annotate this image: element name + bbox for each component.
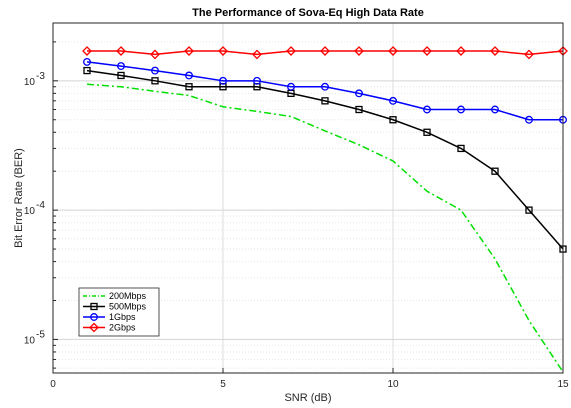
chart-title: The Performance of Sova-Eq High Data Rat…: [192, 7, 424, 19]
square-marker: [355, 105, 363, 114]
y-tick-exponent: -5: [36, 329, 45, 340]
diamond-marker: [184, 46, 194, 56]
circle-marker: [117, 62, 125, 71]
square-marker: [423, 128, 431, 136]
diamond-marker: [320, 46, 330, 56]
circle-marker: [90, 313, 98, 321]
diamond-marker: [252, 49, 262, 60]
circle-marker: [423, 105, 431, 114]
square-marker: [457, 144, 465, 153]
diamond-marker: [422, 46, 432, 56]
series-2gbps: [82, 46, 568, 60]
circle-marker: [219, 76, 227, 85]
circle-marker: [287, 82, 295, 91]
diamond-marker: [218, 46, 228, 56]
circle-marker: [253, 76, 261, 85]
circle-marker: [185, 71, 193, 80]
series-200mbps: [86, 83, 564, 373]
square-marker: [151, 77, 159, 85]
circle-marker: [525, 115, 533, 124]
grid: [52, 23, 564, 373]
legend-item-2gbps: 2Gbps: [83, 323, 136, 333]
legend-label: 2Gbps: [109, 323, 136, 333]
y-tick-exponent: -3: [36, 71, 45, 82]
series-500mbps: [83, 66, 567, 253]
square-marker: [389, 116, 397, 124]
square-marker: [321, 97, 329, 105]
diamond-marker: [116, 46, 126, 56]
series-line-200mbps: [86, 83, 564, 373]
circle-marker: [355, 89, 363, 98]
series-line-500mbps: [86, 69, 564, 250]
x-axis-label: SNR (dB): [284, 392, 331, 404]
y-tick-exponent: -4: [36, 200, 45, 211]
diamond-marker: [524, 49, 534, 60]
x-tick-label: 5: [220, 379, 226, 390]
diamond-marker: [89, 322, 99, 333]
circle-marker: [491, 105, 499, 114]
circle-marker: [83, 57, 91, 66]
circle-marker: [457, 105, 465, 114]
legend-label: 200Mbps: [109, 291, 147, 301]
circle-marker: [321, 82, 329, 91]
circle-marker: [151, 66, 159, 75]
diamond-marker: [490, 46, 500, 56]
circle-marker: [389, 96, 397, 105]
legend-label: 1Gbps: [109, 312, 136, 322]
square-marker: [185, 83, 193, 91]
diamond-marker: [286, 46, 296, 56]
y-axis-label: Bit Error Rate (BER): [13, 148, 25, 248]
y-tick-label: 10: [24, 206, 36, 217]
square-marker: [90, 302, 98, 311]
square-marker: [525, 206, 533, 214]
series-group: [82, 46, 568, 373]
legend-label: 500Mbps: [109, 302, 147, 312]
plot-frame: [52, 22, 564, 374]
legend-item-500mbps: 500Mbps: [83, 302, 147, 312]
diamond-marker: [82, 46, 92, 56]
x-tick-label: 15: [557, 379, 569, 390]
square-marker: [491, 167, 499, 175]
square-marker: [83, 66, 91, 75]
diamond-marker: [456, 46, 466, 56]
diamond-marker: [388, 46, 398, 56]
diamond-marker: [354, 46, 364, 56]
series-1gbps: [83, 57, 567, 124]
series-line-2gbps: [87, 50, 564, 56]
diamond-marker: [150, 49, 160, 60]
y-tick-label: 10: [24, 335, 36, 346]
x-tick-label: 0: [50, 379, 56, 390]
x-tick-label: 10: [387, 379, 399, 390]
legend-item-200mbps: 200Mbps: [83, 291, 147, 301]
square-marker: [117, 71, 125, 80]
series-line-1gbps: [86, 61, 563, 121]
y-tick-label: 10: [24, 77, 36, 88]
legend-item-1gbps: 1Gbps: [83, 312, 136, 322]
